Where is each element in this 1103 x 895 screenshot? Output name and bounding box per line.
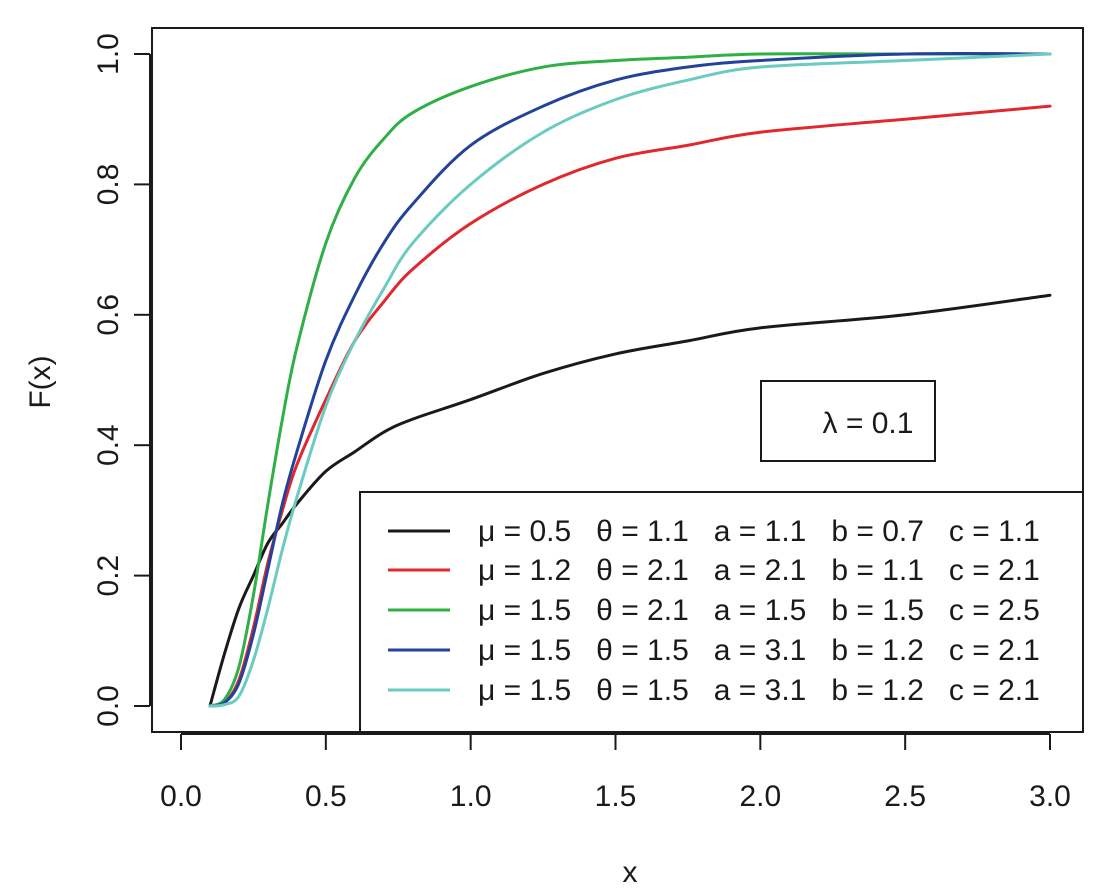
legend-label-4: μ = 1.5 θ = 1.5 a = 3.1 b = 1.2 c = 2.1 [478, 634, 1040, 667]
annotation-box [760, 380, 936, 462]
legend-label-1: μ = 0.5 θ = 1.1 a = 1.1 b = 0.7 c = 1.1 [478, 515, 1040, 548]
y-tick-label: 0.2 [92, 555, 125, 597]
legend-box [359, 491, 1084, 733]
y-tick-label: 0.4 [92, 424, 125, 466]
y-axis-title: F(x) [24, 355, 57, 408]
legend: μ = 0.5 θ = 1.1 a = 1.1 b = 0.7 c = 1.1 μ… [359, 491, 1084, 733]
x-tick-label: 0.5 [305, 780, 347, 813]
x-tick-label: 1.5 [595, 780, 637, 813]
legend-entries: μ = 0.5 θ = 1.1 a = 1.1 b = 0.7 c = 1.1 μ… [388, 515, 1040, 707]
series-line-2 [208, 104, 1052, 708]
series-line-5 [208, 52, 1052, 708]
x-tick-label: 2.0 [739, 780, 781, 813]
y-axis-ticks: 0.0 0.2 0.4 0.6 0.8 1.0 [92, 33, 150, 727]
legend-label-5: μ = 1.5 θ = 1.5 a = 3.1 b = 1.2 c = 2.1 [478, 674, 1040, 707]
y-tick-label: 0.6 [92, 294, 125, 336]
series-layer [208, 52, 1052, 708]
legend-label-3: μ = 1.5 θ = 2.1 a = 1.5 b = 1.5 c = 2.5 [478, 594, 1040, 627]
annotation-label: λ = 0.1 [823, 407, 914, 440]
x-axis-title: x [623, 856, 638, 889]
series-line-1 [208, 293, 1052, 708]
legend-label-2: μ = 1.2 θ = 2.1 a = 2.1 b = 1.1 c = 2.1 [478, 554, 1040, 587]
parameter-annotation: λ = 0.1 [760, 380, 936, 462]
x-tick-label: 0.0 [160, 780, 202, 813]
x-axis-ticks: 0.0 0.5 1.0 1.5 2.0 2.5 3.0 [160, 734, 1071, 813]
y-tick-label: 1.0 [92, 33, 125, 75]
x-tick-label: 1.0 [450, 780, 492, 813]
x-tick-label: 2.5 [884, 780, 926, 813]
series-line-4 [208, 52, 1052, 708]
x-tick-label: 3.0 [1029, 780, 1071, 813]
y-tick-label: 0.0 [92, 685, 125, 727]
y-tick-label: 0.8 [92, 164, 125, 206]
series-line-3 [208, 52, 1052, 708]
